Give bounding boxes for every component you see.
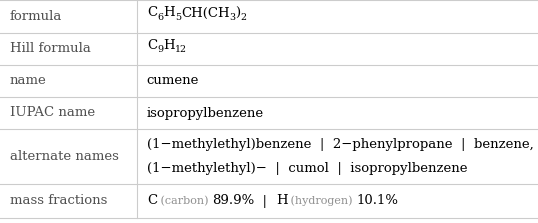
Text: Hill formula: Hill formula xyxy=(10,43,90,56)
Text: 12: 12 xyxy=(175,45,187,54)
Text: (hydrogen): (hydrogen) xyxy=(287,196,356,206)
Text: |: | xyxy=(254,194,276,207)
Text: 5: 5 xyxy=(175,13,181,22)
Text: C: C xyxy=(147,194,157,207)
Text: CH(CH: CH(CH xyxy=(181,6,230,19)
Text: 3: 3 xyxy=(230,13,236,22)
Text: H: H xyxy=(163,39,175,52)
Text: alternate names: alternate names xyxy=(10,150,118,163)
Text: mass fractions: mass fractions xyxy=(10,194,107,207)
Text: 2: 2 xyxy=(240,13,247,22)
Text: 10.1%: 10.1% xyxy=(356,194,398,207)
Text: (1−methylethyl)−  |  cumol  |  isopropylbenzene: (1−methylethyl)− | cumol | isopropylbenz… xyxy=(147,162,468,175)
Text: ): ) xyxy=(236,6,240,19)
Text: 9: 9 xyxy=(157,45,163,54)
Text: isopropylbenzene: isopropylbenzene xyxy=(147,107,264,120)
Text: (1−methylethyl)benzene  |  2−phenylpropane  |  benzene,: (1−methylethyl)benzene | 2−phenylpropane… xyxy=(147,138,534,151)
Text: C: C xyxy=(147,39,157,52)
Text: cumene: cumene xyxy=(147,74,199,87)
Text: (carbon): (carbon) xyxy=(157,196,212,206)
Text: H: H xyxy=(163,6,175,19)
Text: H: H xyxy=(276,194,287,207)
Text: name: name xyxy=(10,74,46,87)
Text: 89.9%: 89.9% xyxy=(212,194,254,207)
Text: 6: 6 xyxy=(157,13,163,22)
Text: IUPAC name: IUPAC name xyxy=(10,107,95,120)
Text: formula: formula xyxy=(10,10,62,23)
Text: C: C xyxy=(147,6,157,19)
